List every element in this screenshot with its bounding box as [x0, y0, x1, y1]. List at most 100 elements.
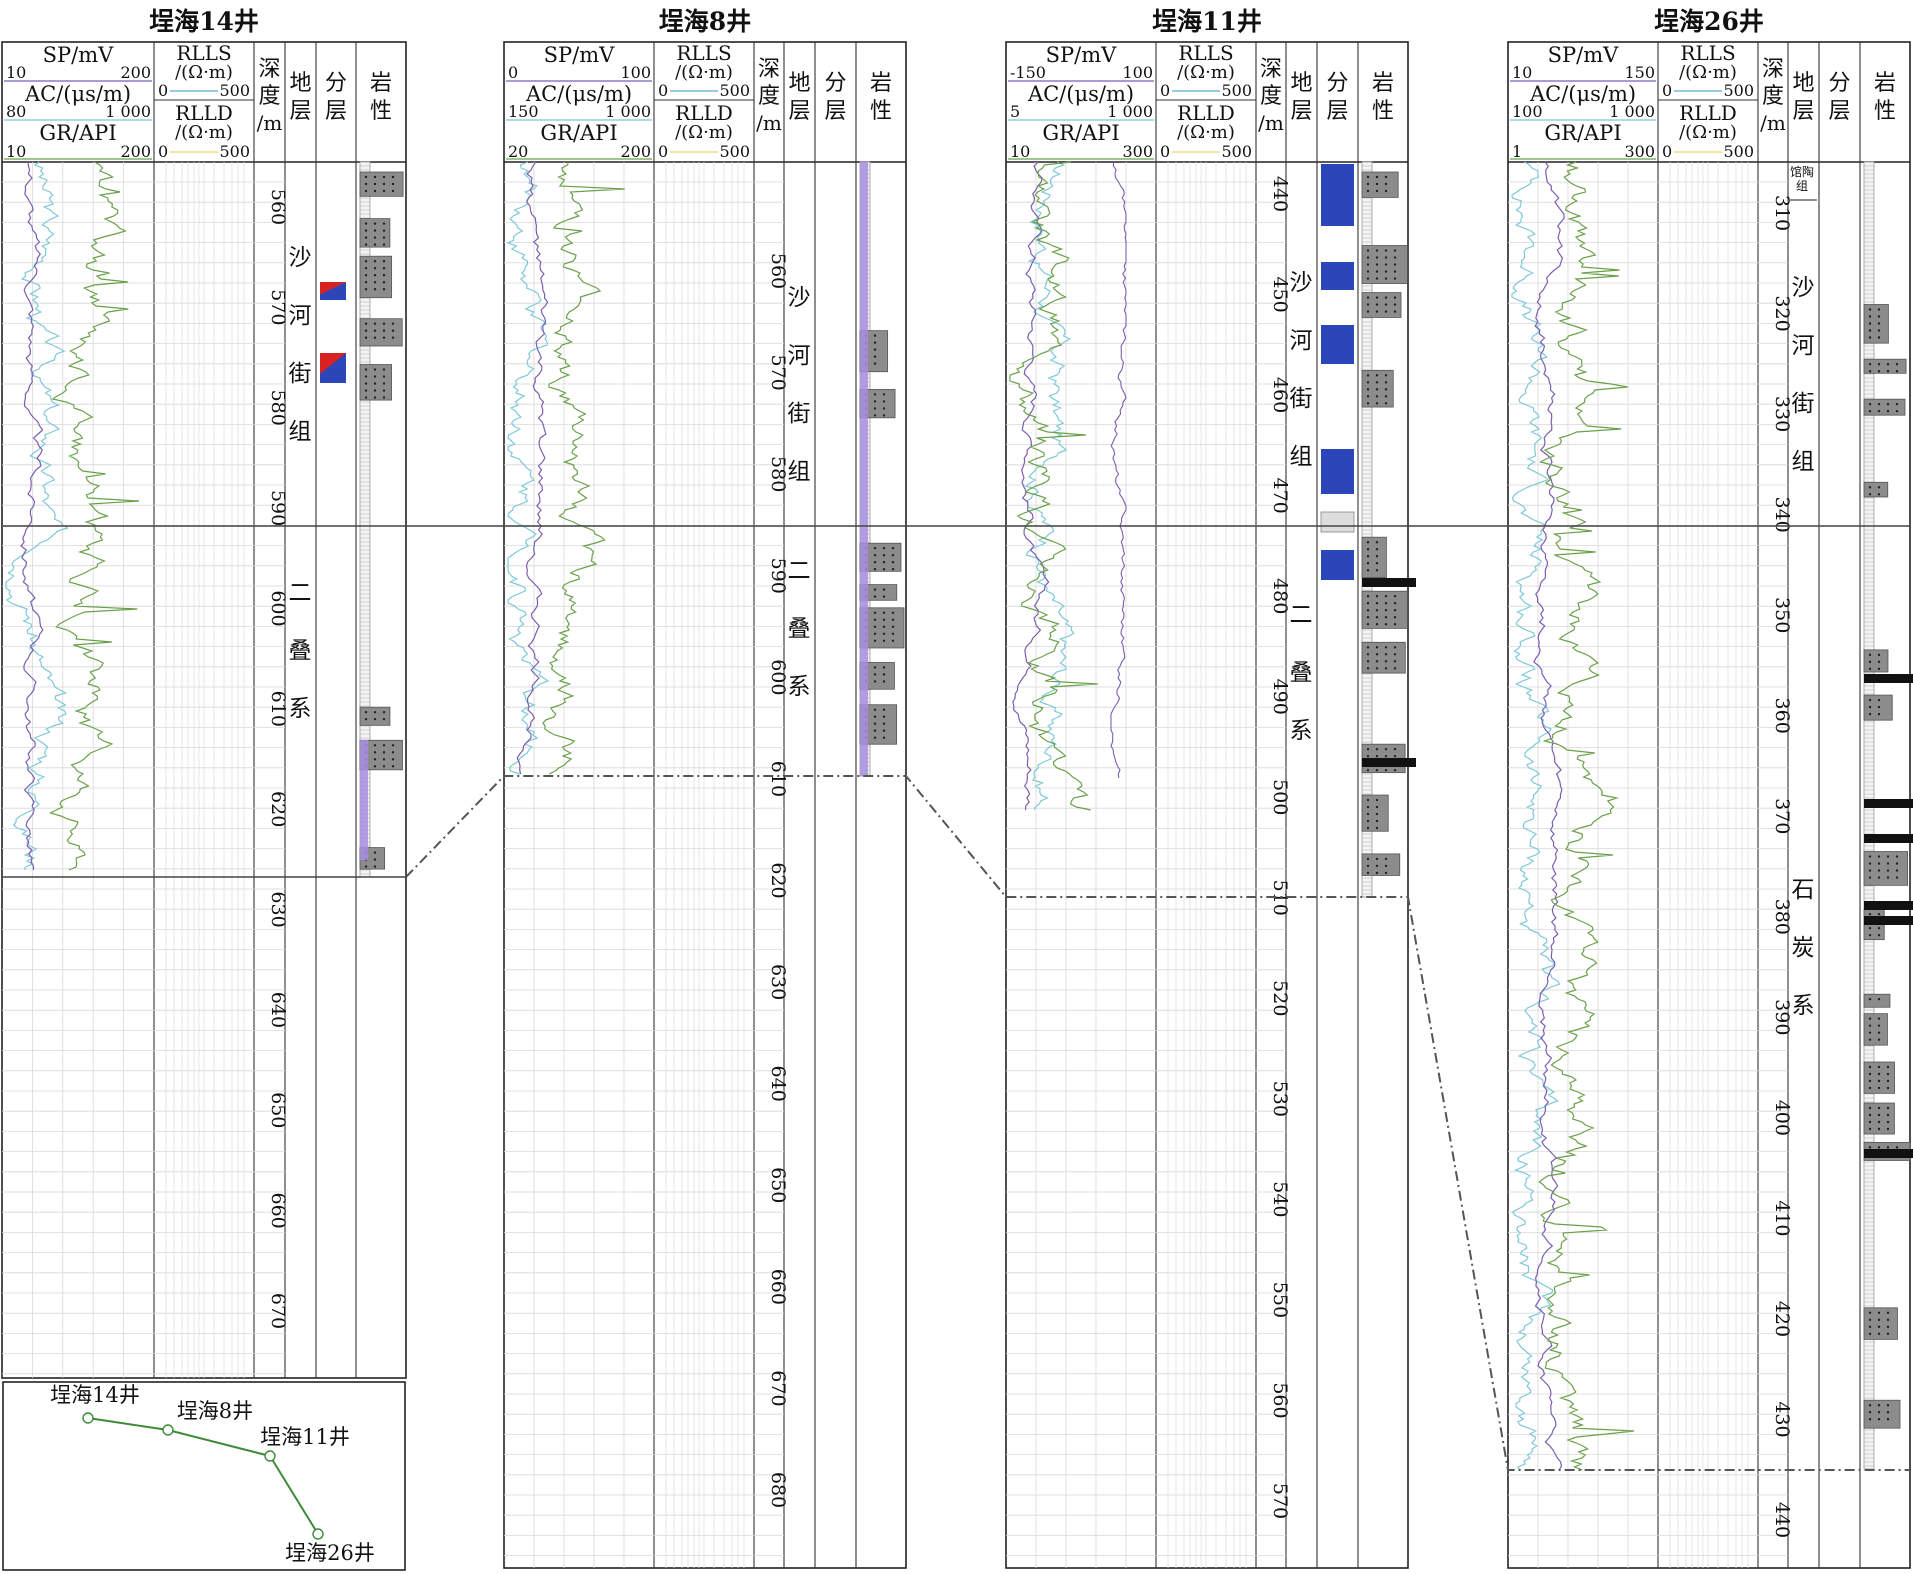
depth-tick-label: 410 [1771, 1200, 1793, 1236]
depth-tick-label: 610 [267, 691, 289, 727]
strata-track-label: 层 [1792, 99, 1814, 124]
sp-header-label: SP/mV [1046, 43, 1118, 67]
log-grid [2, 162, 285, 1378]
well-location-marker [312, 1528, 324, 1540]
gr-max-label: 300 [1624, 142, 1655, 161]
lithology-sand-block [1361, 853, 1401, 876]
lithology-sand-block [1863, 358, 1907, 374]
strata-track-label: 层 [289, 99, 311, 124]
formation-label: 街 [1290, 386, 1313, 412]
ac-header-label: AC/(μs/m) [24, 82, 131, 106]
lithology-track-label: 岩 [870, 71, 892, 96]
rlls-min-label: 0 [158, 81, 168, 100]
formation-label: 组 [1792, 449, 1815, 475]
depth-tick-label: 650 [767, 1167, 789, 1203]
depth-tick-label: 480 [1269, 578, 1291, 614]
ac-min-label: 5 [1010, 102, 1020, 121]
formation-label: 沙 [1792, 275, 1815, 301]
rlls-max-label: 500 [1723, 81, 1754, 100]
rlld-min-label: 0 [1160, 142, 1170, 161]
depth-tick-label: 490 [1269, 679, 1291, 715]
rlld-max-label: 500 [1221, 142, 1252, 161]
gr-min-label: 20 [508, 142, 528, 161]
lithology-sand-block [1361, 794, 1389, 832]
formation-label: 组 [1290, 444, 1313, 470]
formation-label: 组 [1796, 179, 1808, 193]
ac-curve [506, 161, 550, 775]
depth-tick-label: 460 [1269, 377, 1291, 413]
well-location-label: 埕海26井 [285, 1541, 375, 1565]
lithology-track-label: 岩 [1372, 71, 1394, 96]
depth-track-label: 度 [1762, 84, 1784, 109]
gr-curve [1538, 161, 1635, 1471]
rlld-min-label: 0 [1662, 142, 1672, 161]
rlls-min-label: 0 [658, 81, 668, 100]
rlld-min-label: 0 [658, 142, 668, 161]
layer-track-label: 分 [1828, 71, 1850, 96]
depth-track-label: /m [1258, 111, 1284, 135]
layer-marker [1321, 164, 1354, 226]
rlld-header-label: RLLD [1177, 101, 1235, 125]
rlld-max-label: 500 [219, 142, 250, 161]
layer-track-label: 分 [824, 71, 846, 96]
sp-curve [516, 161, 549, 775]
ac-header-label: AC/(μs/m) [1529, 82, 1636, 106]
rlls-unit-label: /(Ω·m) [1177, 62, 1235, 83]
rlls-max-label: 500 [219, 81, 250, 100]
rlld-max-label: 500 [719, 142, 750, 161]
lithology-sand-block [1863, 398, 1906, 416]
lithology-coal-bed [1864, 799, 1913, 808]
formation-label: 河 [1290, 328, 1313, 354]
sp-max-label: 100 [1122, 63, 1153, 82]
layer-marker [1321, 449, 1354, 494]
log-grid [1508, 162, 1788, 1568]
depth-tick-label: 320 [1771, 295, 1793, 331]
depth-tick-label: 330 [1771, 396, 1793, 432]
lithology-coal-bed [1864, 834, 1913, 843]
depth-track-label: /m [257, 111, 283, 135]
formation-label: 街 [788, 401, 811, 427]
formation-label: 炭 [1792, 935, 1815, 961]
lithology-coal-bed [1864, 1149, 1913, 1158]
rlls-header-label: RLLS [1178, 41, 1233, 65]
lithology-purple-column [860, 162, 868, 776]
lithology-purple-column [360, 740, 368, 860]
depth-tick-label: 510 [1269, 880, 1291, 916]
strata-track-label: 地 [1792, 71, 1814, 96]
depth-tick-label: 440 [1771, 1502, 1793, 1538]
lithology-sand-block [1863, 649, 1889, 673]
depth-track-label: /m [1760, 111, 1786, 135]
layer-marker [1321, 262, 1354, 290]
lithology-sand-block [1361, 641, 1406, 674]
layer-marker [1321, 550, 1354, 580]
depth-tick-label: 590 [267, 490, 289, 526]
well-track-line [87, 1417, 319, 1535]
rlld-unit-label: /(Ω·m) [1177, 122, 1235, 143]
rlld-header-label: RLLD [175, 101, 233, 125]
depth-tick-label: 640 [267, 992, 289, 1028]
depth-track-label: 深 [1762, 57, 1784, 82]
sp-curve [1533, 161, 1565, 1471]
sp-min-label: -150 [1010, 63, 1046, 82]
formation-label: 石 [1792, 877, 1815, 903]
layer-track-label: 层 [1828, 99, 1850, 124]
layer-marker-red [320, 282, 346, 295]
depth-track-label: 度 [258, 84, 280, 109]
lithology-sand-block [1361, 536, 1387, 579]
ac-curve [1024, 161, 1075, 811]
depth-track-label: 深 [758, 57, 780, 82]
well-location-label: 埕海11井 [260, 1425, 350, 1449]
lithology-coal-bed [1362, 758, 1416, 767]
rlls-max-label: 500 [1221, 81, 1252, 100]
depth-tick-label: 420 [1771, 1301, 1793, 1337]
formation-label: 街 [1792, 391, 1815, 417]
depth-tick-label: 620 [767, 862, 789, 898]
lithology-sand-block [1863, 481, 1889, 498]
formation-label: 系 [788, 674, 811, 700]
gr-max-label: 300 [1122, 142, 1153, 161]
depth-tick-label: 360 [1771, 698, 1793, 734]
sp-min-label: 10 [1512, 63, 1532, 82]
rlls-header-label: RLLS [176, 41, 231, 65]
ac-max-label: 1 000 [1107, 102, 1153, 121]
